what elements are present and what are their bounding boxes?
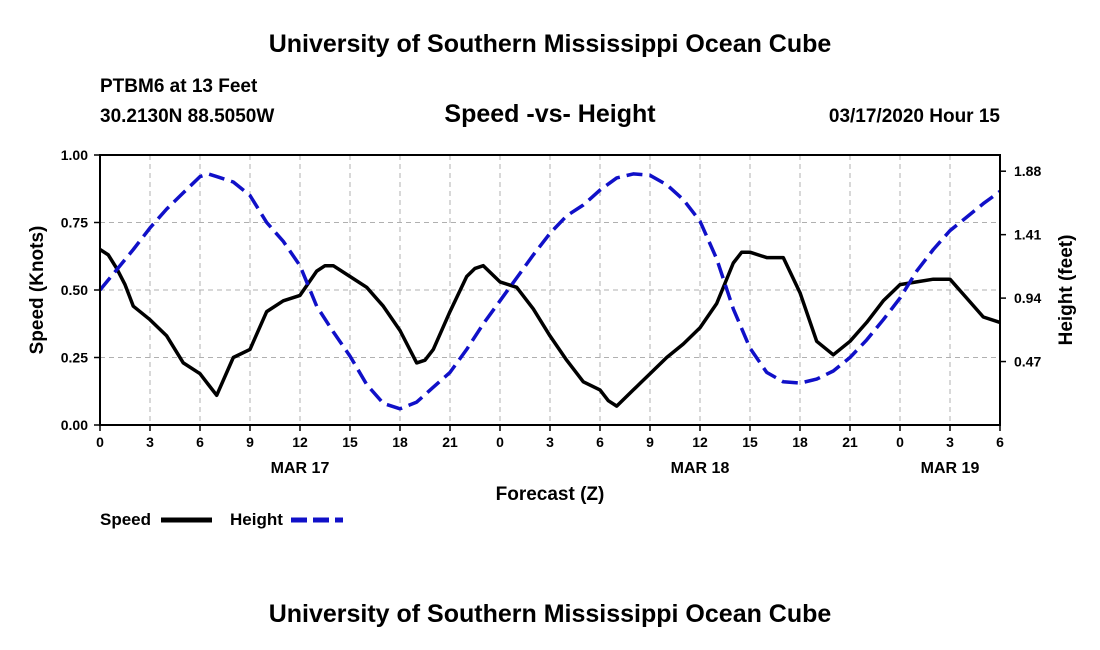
x-axis-label: Forecast (Z) — [496, 484, 605, 505]
x-tick-label: 15 — [742, 434, 758, 450]
x-tick-label: 6 — [196, 434, 204, 450]
x-tick-label: 18 — [392, 434, 408, 450]
date-label: MAR 18 — [671, 460, 730, 477]
x-tick-label: 21 — [842, 434, 858, 450]
page-title: University of Southern Mississippi Ocean… — [268, 30, 832, 58]
legend: Speed Height — [100, 510, 343, 529]
y-tick-label: 0.00 — [61, 417, 88, 433]
station-label: PTBM6 at 13 Feet — [100, 76, 258, 97]
x-tick-label: 0 — [896, 434, 904, 450]
x-tick-label: 6 — [596, 434, 604, 450]
coordinates-label: 30.2130N 88.5050W — [100, 106, 275, 127]
y-tick-label: 0.50 — [61, 282, 88, 298]
date-label: MAR 19 — [921, 460, 980, 477]
forecast-datetime: 03/17/2020 Hour 15 — [828, 106, 1000, 127]
series-line-speed — [99, 248, 1001, 408]
y-tick-label: 1.00 — [61, 147, 88, 163]
legend-label-height: Height — [230, 510, 283, 529]
y-tick-label: 0.75 — [61, 215, 88, 231]
x-tick-label: 18 — [792, 434, 808, 450]
y2-tick-label: 1.88 — [1014, 163, 1041, 179]
x-tick-label: 0 — [96, 434, 104, 450]
x-tick-label: 9 — [646, 434, 654, 450]
x-tick-label: 12 — [692, 434, 708, 450]
y2-tick-label: 0.47 — [1014, 354, 1041, 370]
x-tick-label: 6 — [996, 434, 1004, 450]
y2-tick-label: 0.94 — [1014, 290, 1041, 306]
legend-label-speed: Speed — [100, 510, 151, 529]
y2-tick-label: 1.41 — [1014, 227, 1041, 243]
x-tick-label: 3 — [546, 434, 554, 450]
axis-ticks: 0 3 6 9 12 15 18 21 0 3 6 9 12 15 18 21 0 3 6 MAR 17 MAR 18 M… — [61, 147, 1042, 477]
date-label: MAR 17 — [271, 460, 330, 477]
x-tick-label: 15 — [342, 434, 358, 450]
series-line-height — [98, 172, 1002, 411]
y-axis-label: Speed (Knots) — [27, 226, 48, 355]
chart-subtitle: Speed -vs- Height — [444, 100, 656, 128]
grid-lines — [100, 155, 1000, 425]
y2-axis-label: Height (feet) — [1056, 235, 1077, 346]
x-tick-label: 21 — [442, 434, 458, 450]
x-tick-label: 12 — [292, 434, 308, 450]
x-tick-label: 9 — [246, 434, 254, 450]
x-tick-label: 3 — [946, 434, 954, 450]
series-lines — [98, 172, 1002, 411]
y-tick-label: 0.25 — [61, 350, 88, 366]
footer-title: University of Southern Mississippi Ocean… — [268, 600, 832, 628]
x-tick-label: 3 — [146, 434, 154, 450]
x-tick-label: 0 — [496, 434, 504, 450]
